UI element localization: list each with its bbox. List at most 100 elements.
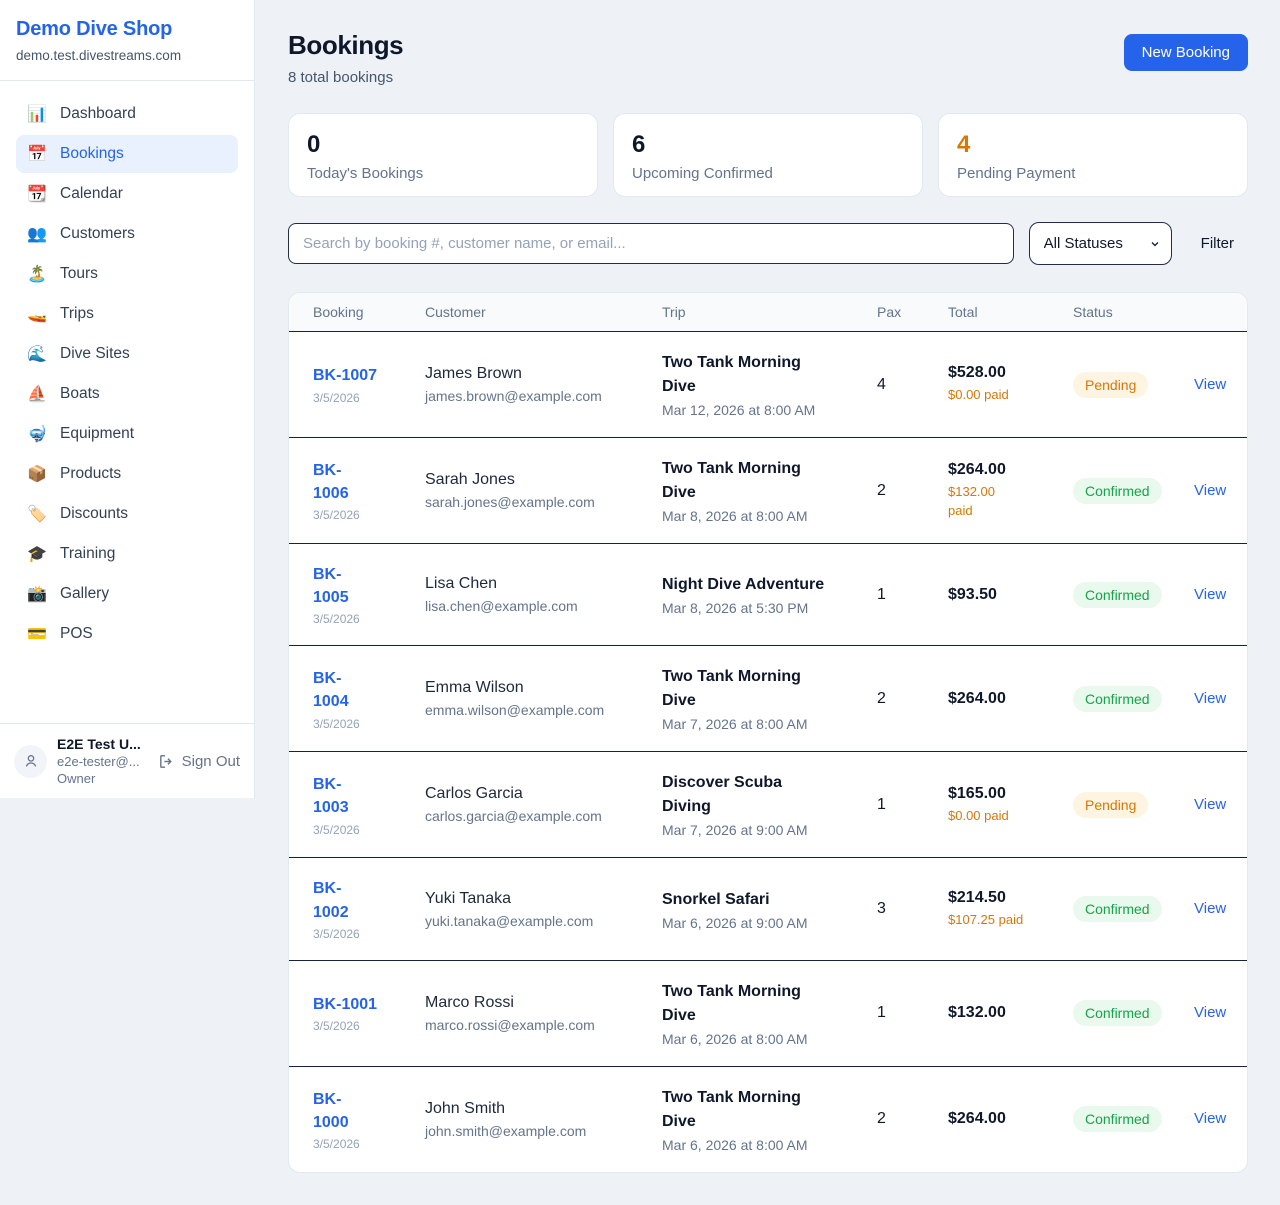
nav-icon: 📦 xyxy=(27,464,47,484)
booking-id-link[interactable]: BK- 1002 xyxy=(313,877,413,923)
nav-label: Discounts xyxy=(60,505,128,523)
sidebar-footer: E2E Test U... e2e-tester@... Owner Sign … xyxy=(0,723,254,798)
sidebar-item-trips[interactable]: 🚤 Trips xyxy=(16,295,238,333)
total-amount: $132.00 xyxy=(948,1004,1061,1022)
sidebar-item-discounts[interactable]: 🏷️ Discounts xyxy=(16,495,238,533)
booking-cell: BK- 1003 3/5/2026 xyxy=(313,773,425,836)
nav-icon: 🌊 xyxy=(27,344,47,364)
booking-id-link[interactable]: BK-1001 xyxy=(313,993,413,1016)
customer-cell: James Brown james.brown@example.com xyxy=(425,365,662,404)
sidebar-item-bookings[interactable]: 📅 Bookings xyxy=(16,135,238,173)
column-header-pax: Pax xyxy=(877,304,948,320)
view-link[interactable]: View xyxy=(1194,482,1226,499)
sidebar-item-customers[interactable]: 👥 Customers xyxy=(16,215,238,253)
main-content: Bookings 8 total bookings New Booking 0 … xyxy=(255,0,1280,1173)
stat-value: 0 xyxy=(307,131,579,159)
status-select-wrap: All Statuses xyxy=(1029,222,1172,265)
status-cell: Pending xyxy=(1073,792,1194,818)
booking-cell: BK- 1000 3/5/2026 xyxy=(313,1088,425,1151)
pax-cell: 4 xyxy=(877,376,948,394)
search-input[interactable] xyxy=(288,223,1014,264)
view-link[interactable]: View xyxy=(1194,1110,1226,1127)
paid-amount: $0.00 paid xyxy=(948,386,1061,404)
view-link[interactable]: View xyxy=(1194,376,1226,393)
status-cell: Confirmed xyxy=(1073,582,1194,608)
booking-id-link[interactable]: BK- 1006 xyxy=(313,459,413,505)
trip-name: Discover Scuba Diving xyxy=(662,771,865,819)
sidebar-item-products[interactable]: 📦 Products xyxy=(16,455,238,493)
pax-cell: 3 xyxy=(877,900,948,918)
trip-name: Snorkel Safari xyxy=(662,888,865,912)
status-badge: Confirmed xyxy=(1073,896,1162,922)
table-row: BK- 1005 3/5/2026 Lisa Chen lisa.chen@ex… xyxy=(289,544,1247,646)
action-cell: View xyxy=(1194,376,1226,394)
customer-name: Lisa Chen xyxy=(425,575,650,593)
sign-out-button[interactable]: Sign Out xyxy=(158,753,240,770)
trip-cell: Two Tank Morning Dive Mar 12, 2026 at 8:… xyxy=(662,351,877,418)
sidebar-item-dashboard[interactable]: 📊 Dashboard xyxy=(16,95,238,133)
new-booking-button[interactable]: New Booking xyxy=(1124,34,1248,71)
total-amount: $528.00 xyxy=(948,364,1061,382)
nav-icon: 🚤 xyxy=(27,304,47,324)
column-header-trip: Trip xyxy=(662,304,877,320)
total-cell: $214.50 $107.25 paid xyxy=(948,889,1073,929)
sidebar-item-gallery[interactable]: 📸 Gallery xyxy=(16,575,238,613)
booking-id-link[interactable]: BK- 1000 xyxy=(313,1088,413,1134)
total-amount: $264.00 xyxy=(948,461,1061,479)
booking-id-link[interactable]: BK- 1004 xyxy=(313,667,413,713)
sidebar-item-pos[interactable]: 💳 POS xyxy=(16,615,238,653)
action-cell: View xyxy=(1194,482,1226,500)
view-link[interactable]: View xyxy=(1194,690,1226,707)
stats-row: 0 Today's Bookings 6 Upcoming Confirmed … xyxy=(288,113,1248,197)
booking-date: 3/5/2026 xyxy=(313,927,413,941)
filter-button[interactable]: Filter xyxy=(1187,235,1248,252)
sidebar-item-tours[interactable]: 🏝️ Tours xyxy=(16,255,238,293)
booking-id-link[interactable]: BK- 1003 xyxy=(313,773,413,819)
pax-count: 1 xyxy=(877,1004,936,1022)
table-row: BK- 1000 3/5/2026 John Smith john.smith@… xyxy=(289,1067,1247,1172)
table-row: BK- 1004 3/5/2026 Emma Wilson emma.wilso… xyxy=(289,646,1247,752)
sidebar-item-calendar[interactable]: 📆 Calendar xyxy=(16,175,238,213)
paid-amount: $0.00 paid xyxy=(948,807,1061,825)
sidebar-item-equipment[interactable]: 🤿 Equipment xyxy=(16,415,238,453)
status-filter-select[interactable]: All Statuses xyxy=(1029,222,1172,265)
customer-email: marco.rossi@example.com xyxy=(425,1017,650,1033)
logout-icon xyxy=(158,753,175,770)
table-row: BK-1007 3/5/2026 James Brown james.brown… xyxy=(289,332,1247,438)
nav-icon: 📸 xyxy=(27,584,47,604)
view-link[interactable]: View xyxy=(1194,586,1226,603)
sidebar-item-boats[interactable]: ⛵ Boats xyxy=(16,375,238,413)
booking-id-link[interactable]: BK- 1005 xyxy=(313,563,413,609)
table-body: BK-1007 3/5/2026 James Brown james.brown… xyxy=(289,332,1247,1172)
nav-icon: 🤿 xyxy=(27,424,47,444)
trip-cell: Two Tank Morning Dive Mar 8, 2026 at 8:0… xyxy=(662,457,877,524)
sidebar-item-dive-sites[interactable]: 🌊 Dive Sites xyxy=(16,335,238,373)
view-link[interactable]: View xyxy=(1194,796,1226,813)
nav-label: Tours xyxy=(60,265,98,283)
nav-label: Equipment xyxy=(60,425,134,443)
booking-date: 3/5/2026 xyxy=(313,1019,413,1033)
customer-cell: John Smith john.smith@example.com xyxy=(425,1100,662,1139)
customer-email: james.brown@example.com xyxy=(425,388,650,404)
total-cell: $528.00 $0.00 paid xyxy=(948,364,1073,404)
view-link[interactable]: View xyxy=(1194,1004,1226,1021)
trip-datetime: Mar 7, 2026 at 8:00 AM xyxy=(662,716,865,732)
nav-label: Dashboard xyxy=(60,105,136,123)
pax-cell: 2 xyxy=(877,690,948,708)
status-cell: Confirmed xyxy=(1073,478,1194,504)
customer-cell: Sarah Jones sarah.jones@example.com xyxy=(425,471,662,510)
nav-icon: 🏝️ xyxy=(27,264,47,284)
nav-icon: 📆 xyxy=(27,184,47,204)
sidebar-item-training[interactable]: 🎓 Training xyxy=(16,535,238,573)
view-link[interactable]: View xyxy=(1194,900,1226,917)
nav-icon: 📅 xyxy=(27,144,47,164)
nav-label: Gallery xyxy=(60,585,109,603)
customer-cell: Marco Rossi marco.rossi@example.com xyxy=(425,994,662,1033)
booking-id-link[interactable]: BK-1007 xyxy=(313,364,413,387)
nav-label: Bookings xyxy=(60,145,124,163)
customer-name: Yuki Tanaka xyxy=(425,890,650,908)
customer-name: Emma Wilson xyxy=(425,679,650,697)
avatar xyxy=(14,745,47,778)
user-email: e2e-tester@... xyxy=(57,754,148,769)
stat-label: Upcoming Confirmed xyxy=(632,165,904,182)
